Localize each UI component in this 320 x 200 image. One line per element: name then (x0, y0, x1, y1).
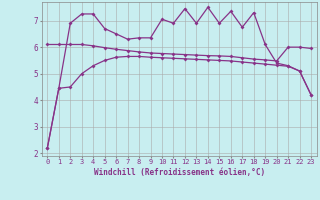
X-axis label: Windchill (Refroidissement éolien,°C): Windchill (Refroidissement éolien,°C) (94, 168, 265, 177)
